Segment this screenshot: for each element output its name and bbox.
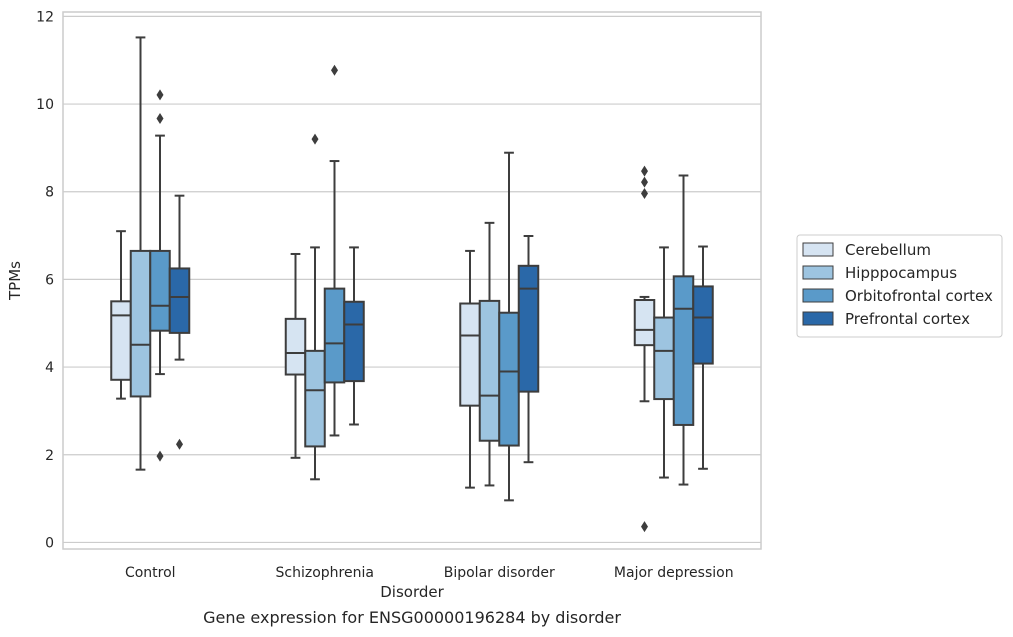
box-group: [478, 221, 501, 487]
legend-swatch: [802, 288, 834, 303]
y-tick-label: 2: [45, 448, 54, 464]
legend-frame: [796, 234, 1003, 338]
box: [498, 311, 520, 447]
plot-frame: [62, 11, 762, 550]
box: [129, 249, 152, 398]
legend-swatch: [802, 265, 834, 280]
y-tick-label: 4: [45, 360, 54, 376]
box: [343, 300, 365, 383]
y-tick-label: 8: [45, 185, 54, 201]
y-axis-ticks: 0 2 4 6 8 10 12: [36, 9, 54, 551]
x-tick-label: Schizophrenia: [276, 565, 374, 581]
y-tick-label: 12: [36, 9, 54, 25]
chart-caption: Gene expression for ENSG00000196284 by d…: [203, 608, 621, 627]
x-tick-label: Bipolar disorder: [444, 565, 555, 581]
box: [304, 349, 326, 448]
box-group: [517, 235, 540, 464]
box: [323, 287, 346, 384]
box: [459, 302, 481, 407]
box-group: [633, 165, 656, 533]
y-tick-label: 6: [45, 272, 54, 288]
outlier-point: [641, 187, 648, 199]
outlier-point: [641, 165, 648, 177]
y-axis-label: TPMs: [6, 261, 24, 301]
legend-label: Hipppocampus: [845, 264, 957, 282]
box-group: [149, 89, 171, 462]
box: [633, 299, 656, 347]
box-group: [304, 133, 326, 481]
legend: Cerebellum Hipppocampus Orbitofrontal cort…: [796, 234, 1003, 338]
legend-swatch: [802, 311, 834, 326]
box: [653, 316, 675, 401]
outlier-point: [641, 521, 648, 533]
box: [478, 299, 501, 442]
box-group: [692, 245, 714, 470]
x-tick-label: Major depression: [614, 565, 734, 581]
outlier-point: [156, 89, 164, 101]
box-group: [498, 151, 520, 502]
box-group: [284, 252, 307, 459]
legend-swatch: [802, 242, 834, 257]
box: [168, 267, 191, 334]
box-group: [343, 246, 365, 426]
x-tick-label: Control: [125, 565, 176, 581]
box: [517, 264, 540, 393]
legend-label: Cerebellum: [845, 241, 931, 259]
y-tick-label: 0: [45, 535, 54, 551]
box: [110, 300, 132, 381]
box-group: [168, 194, 191, 450]
y-tick-label: 10: [36, 97, 54, 113]
box-group: [129, 36, 152, 471]
box-group: [323, 64, 346, 437]
box: [672, 275, 695, 426]
legend-label: Prefrontal cortex: [845, 310, 970, 328]
box: [149, 249, 171, 332]
x-axis-label: Disorder: [380, 583, 444, 601]
outlier-point: [156, 113, 164, 125]
box-group: [672, 174, 695, 486]
boxes: [110, 36, 714, 533]
x-axis-ticks: Control Schizophrenia Bipolar disorder Majo…: [125, 565, 734, 581]
outlier-point: [641, 176, 648, 188]
box: [692, 285, 714, 365]
outlier-point: [176, 438, 183, 450]
box-group: [653, 246, 675, 479]
box-group: [459, 249, 481, 489]
box-group: [110, 230, 132, 400]
outlier-point: [156, 450, 164, 462]
box: [284, 317, 307, 376]
outlier-point: [331, 64, 338, 76]
legend-label: Orbitofrontal cortex: [845, 287, 993, 305]
outlier-point: [311, 133, 319, 145]
